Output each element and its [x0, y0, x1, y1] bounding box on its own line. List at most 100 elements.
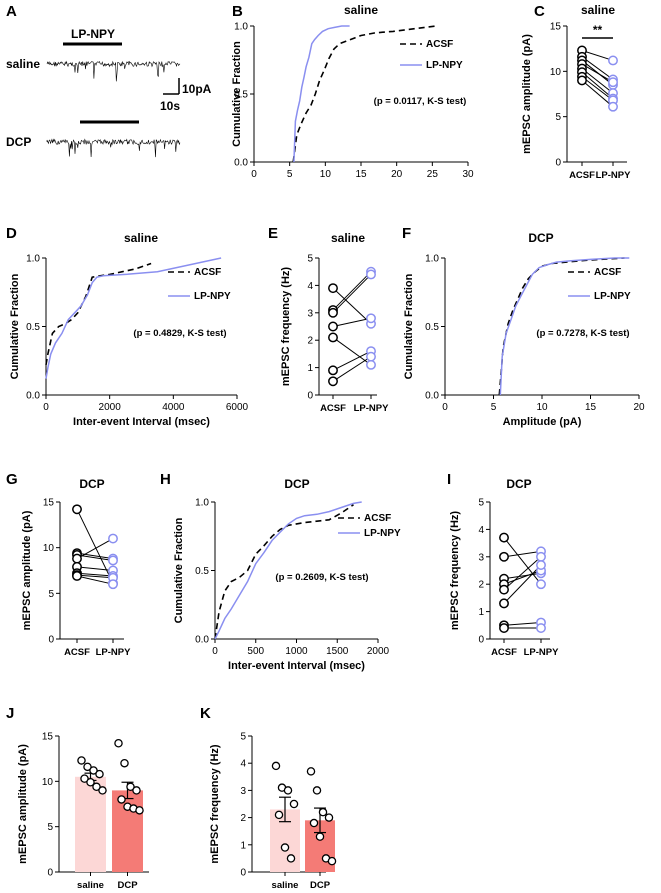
- lp-npy-point: [366, 351, 376, 362]
- pair-line: [332, 317, 372, 327]
- panel-title-I: DCP: [506, 477, 531, 491]
- pair-line: [76, 566, 114, 571]
- y-tick-label: 5: [478, 498, 484, 509]
- pair-line: [503, 570, 542, 585]
- y-tick-label: 0: [240, 868, 246, 879]
- x-tick-label: 10: [536, 402, 548, 413]
- y-tick-label: 0: [47, 868, 53, 879]
- y-tick-label: 0.0: [195, 635, 209, 646]
- y-tick-label: 10: [42, 777, 54, 788]
- x-axis-label-D: Inter-event Interval (msec): [73, 416, 210, 428]
- panel-title-E: saline: [331, 231, 365, 245]
- pair-line: [76, 509, 114, 584]
- stats-annotation: (p = 0.4829, K-S test): [133, 328, 226, 339]
- acsf-point: [499, 551, 509, 562]
- stats-annotation: (p = 0.7278, K-S test): [536, 328, 629, 339]
- data-point: [280, 843, 290, 852]
- lp-npy-point: [536, 560, 546, 570]
- acsf-point: [328, 332, 338, 343]
- y-tick-label: 3: [240, 786, 246, 797]
- pair-line: [76, 538, 114, 560]
- pair-line: [581, 71, 614, 99]
- data-point: [117, 795, 126, 804]
- y-tick-label: 5: [555, 112, 561, 123]
- pair-line: [76, 572, 114, 577]
- legend-label-acsf: ACSF: [364, 513, 391, 524]
- data-point: [132, 786, 141, 795]
- panel-label-K: K: [200, 705, 211, 722]
- panel-title-G: DCP: [79, 477, 104, 491]
- y-tick-label: 3: [478, 552, 484, 563]
- legend-label-lp-npy: LP-NPY: [594, 291, 631, 302]
- acsf-point: [499, 598, 509, 609]
- panel-title-C: saline: [581, 3, 615, 17]
- y-tick-label: 0.5: [234, 90, 248, 101]
- y-axis-label-C: mEPSC amplitude (pA): [521, 34, 533, 154]
- x-category-label: saline: [272, 880, 299, 891]
- y-tick-label: 5: [307, 254, 313, 265]
- data-point: [98, 786, 107, 795]
- legend-label-acsf: ACSF: [194, 267, 221, 278]
- data-point: [312, 786, 322, 795]
- y-axis-label-I: mEPSC frequency (Hz): [449, 511, 461, 631]
- panel-label-G: G: [6, 471, 18, 488]
- pair-line: [503, 550, 542, 558]
- x-tick-label: 10: [320, 169, 332, 180]
- y-axis-label-K: mEPSC frequency (Hz): [209, 744, 221, 864]
- x-axis-label-F: Amplitude (pA): [503, 416, 582, 428]
- x-tick-label: 5: [287, 169, 293, 180]
- y-tick-label: 2: [240, 813, 246, 824]
- pair-line: [581, 50, 614, 61]
- y-tick-label: 1.0: [234, 22, 248, 33]
- lp-npy-point: [366, 269, 376, 280]
- pair-line: [581, 76, 614, 101]
- panel-label-I: I: [447, 471, 451, 488]
- y-tick-label: 0: [48, 635, 54, 646]
- pair-line: [503, 622, 542, 626]
- lp-npy-point: [366, 359, 376, 370]
- data-point: [92, 782, 101, 792]
- pair-line: [332, 287, 372, 325]
- y-tick-label: 0.5: [26, 322, 40, 333]
- series-line-acsf: [45, 262, 152, 366]
- series-line-acsf: [214, 504, 354, 640]
- y-tick-label: 0: [555, 158, 561, 169]
- y-tick-label: 2: [307, 336, 313, 347]
- y-tick-label: 15: [550, 22, 562, 33]
- y-tick-label: 1.0: [425, 254, 439, 265]
- legend-label-lp-npy: LP-NPY: [426, 60, 463, 71]
- series-line-lp-npy: [214, 501, 362, 640]
- data-point: [283, 786, 293, 795]
- lp-npy-point: [108, 533, 118, 544]
- panel-label-B: B: [232, 3, 243, 20]
- panel-title-D: saline: [124, 231, 158, 245]
- y-axis-label-B: Cumulative Fraction: [231, 41, 243, 147]
- y-tick-label: 4: [240, 759, 246, 770]
- data-point: [327, 856, 337, 866]
- legend-label-acsf: ACSF: [426, 39, 453, 50]
- x-category-label: ACSF: [64, 647, 90, 658]
- legend-label-acsf: ACSF: [594, 267, 621, 278]
- y-tick-label: 5: [47, 822, 53, 833]
- y-tick-label: 0.5: [195, 566, 209, 577]
- x-category-label: LP-NPY: [96, 647, 132, 658]
- acsf-point: [328, 376, 338, 387]
- y-tick-label: 5: [48, 589, 54, 600]
- panel-label-F: F: [402, 225, 411, 242]
- series-line-lp-npy: [293, 25, 350, 163]
- data-point: [318, 807, 328, 817]
- x-category-label: ACSF: [320, 403, 346, 414]
- data-point: [324, 813, 334, 822]
- y-tick-label: 0.0: [26, 391, 40, 402]
- y-tick-label: 2: [478, 580, 484, 591]
- data-point: [80, 774, 89, 783]
- lp-npy-point: [536, 551, 546, 562]
- y-tick-label: 1: [307, 363, 313, 374]
- x-tick-label: 0: [212, 646, 218, 657]
- series-line-acsf: [498, 257, 625, 396]
- y-tick-label: 0.0: [234, 158, 248, 169]
- pair-line: [76, 554, 114, 561]
- acsf-point: [328, 307, 338, 318]
- panel-title-H: DCP: [284, 477, 309, 491]
